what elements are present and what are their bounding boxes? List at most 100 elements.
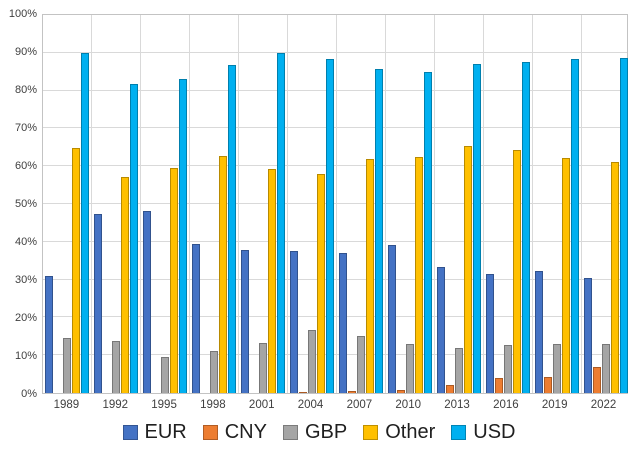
x-tick-label: 2007 (346, 399, 373, 411)
x-tick-label: 1992 (102, 399, 129, 411)
y-tick-label: 60% (14, 160, 37, 172)
bar-usd-2016 (522, 61, 530, 393)
legend: EUR CNY GBP Other USD (0, 418, 638, 446)
legend-item-cny: CNY (202, 420, 267, 444)
bar-gbp-2007 (357, 336, 365, 393)
x-tick-label: 2004 (297, 399, 324, 411)
bar-group-2001 (239, 15, 288, 393)
bar-usd-2010 (424, 72, 432, 393)
bar-usd-2019 (571, 59, 579, 393)
bar-eur-2004 (290, 251, 298, 393)
gridline (43, 127, 627, 129)
y-tick-label: 80% (14, 84, 37, 96)
gridline (43, 316, 627, 318)
y-axis: 0% 10% 20% 30% 40% 50% 60% 70% 80% 90% 100% (0, 8, 37, 400)
legend-swatch-usd (451, 424, 467, 440)
bar-group-2013 (435, 15, 484, 393)
bar-group-2010 (386, 15, 435, 393)
bar-usd-1992 (130, 83, 138, 393)
y-tick-label: 40% (14, 236, 37, 248)
bar-other-2004 (317, 173, 325, 393)
gridline (43, 165, 627, 167)
bar-eur-2016 (486, 274, 494, 393)
bar-groups-row (43, 15, 630, 393)
x-tick-label: 2019 (541, 399, 568, 411)
plot-area (42, 14, 628, 394)
legend-label: GBP (304, 420, 348, 443)
bar-other-1995 (170, 168, 178, 393)
legend-item-eur: EUR (122, 420, 187, 444)
bar-group-1995 (141, 15, 190, 393)
bar-group-2022 (582, 15, 630, 393)
bar-eur-1989 (45, 275, 53, 393)
gridline (43, 278, 627, 280)
gridline (43, 89, 627, 91)
bar-gbp-1989 (63, 338, 71, 393)
x-tick-label: 1998 (200, 399, 226, 411)
x-tick-label: 2001 (248, 399, 275, 411)
y-tick-label: 90% (14, 46, 37, 58)
bar-usd-2001 (277, 52, 285, 393)
bar-eur-2010 (388, 245, 396, 393)
bar-group-2019 (533, 15, 582, 393)
bar-usd-1998 (228, 64, 236, 393)
bar-gbp-2016 (504, 344, 512, 393)
bar-gbp-1998 (210, 350, 218, 393)
bar-cny-2010 (397, 389, 405, 393)
bar-cny-2022 (593, 366, 601, 393)
x-tick-label: 2010 (395, 399, 421, 411)
x-axis: 1989 1992 1995 1998 2001 2004 2007 2010 2013 2016… (42, 399, 628, 411)
y-tick-label: 10% (14, 350, 37, 362)
gridline (43, 203, 627, 204)
legend-label: EUR (144, 420, 187, 443)
legend-label: CNY (224, 420, 267, 443)
y-tick-label: 70% (14, 122, 37, 134)
bar-gbp-2022 (602, 344, 610, 393)
bar-other-1989 (72, 147, 80, 393)
bar-gbp-2001 (259, 343, 267, 393)
y-tick-label: 20% (14, 312, 37, 324)
bar-gbp-2019 (553, 344, 561, 393)
bar-usd-2022 (620, 58, 628, 393)
gridline (43, 240, 627, 242)
bar-gbp-2004 (308, 330, 316, 393)
legend-item-gbp: GBP (282, 420, 348, 444)
bar-eur-1998 (192, 243, 200, 393)
y-tick-label: 0% (21, 388, 37, 400)
y-tick-label: 50% (14, 198, 37, 210)
bar-group-2016 (484, 15, 533, 393)
bar-group-1989 (43, 15, 92, 393)
bar-group-1992 (92, 15, 141, 393)
bar-eur-1992 (94, 214, 102, 393)
x-tick-label: 1995 (151, 399, 177, 411)
x-tick-label: 2013 (444, 399, 470, 411)
bar-usd-2007 (375, 69, 383, 393)
gridline (43, 51, 627, 53)
bar-other-2010 (415, 156, 423, 393)
bar-usd-1989 (81, 52, 89, 393)
legend-label: USD (473, 420, 516, 443)
bar-eur-2022 (584, 277, 592, 393)
bar-other-2007 (366, 158, 374, 393)
legend-swatch-cny (202, 424, 218, 440)
bar-eur-1995 (143, 210, 151, 393)
bar-cny-2007 (348, 391, 356, 393)
bar-eur-2001 (241, 249, 249, 393)
legend-item-usd: USD (451, 421, 515, 444)
bar-other-2022 (611, 162, 619, 393)
bar-eur-2019 (535, 270, 543, 393)
bar-gbp-1995 (161, 357, 169, 393)
bar-cny-2016 (495, 377, 503, 393)
bar-gbp-1992 (112, 341, 120, 393)
legend-item-other: Other (363, 421, 435, 444)
bar-cny-2013 (446, 384, 454, 393)
bar-other-2016 (513, 150, 521, 393)
y-tick-label: 100% (8, 8, 37, 20)
bar-cny-2004 (299, 392, 307, 393)
x-tick-label: 2016 (493, 399, 519, 411)
bar-eur-2007 (339, 253, 347, 393)
bar-other-2013 (464, 145, 472, 393)
bar-group-1998 (190, 15, 239, 393)
legend-swatch-other (363, 424, 379, 440)
